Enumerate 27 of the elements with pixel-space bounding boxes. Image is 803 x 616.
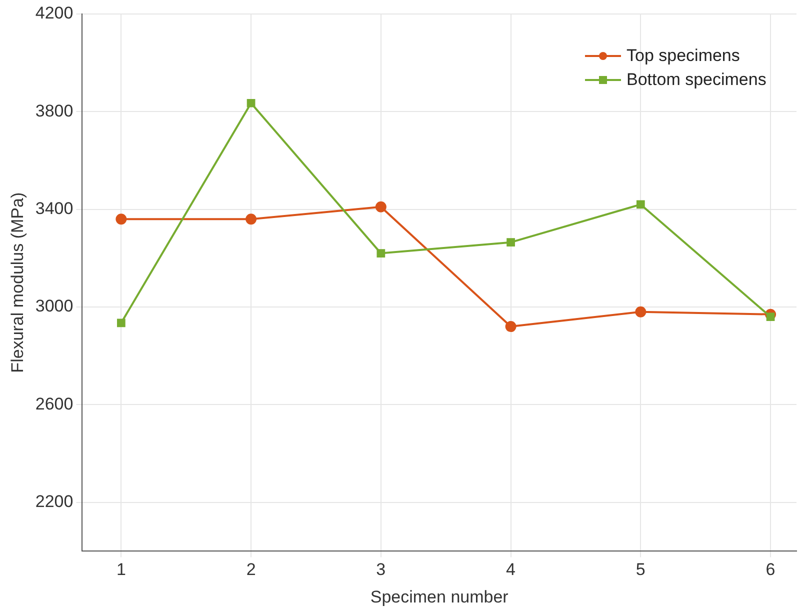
y-tick-label: 3800 [35,101,74,120]
point [246,98,256,108]
point [766,312,775,321]
point [506,238,515,246]
point [375,201,386,212]
y-tick-label: 3400 [35,199,74,218]
point [636,200,645,209]
y-axis-title: Flexural modulus (MPa) [8,192,27,373]
x-tick-label: 2 [246,560,256,580]
x-tick-label: 6 [766,560,776,580]
legend-label: Bottom specimens [626,70,766,90]
point [376,249,386,258]
x-tick-label: 1 [116,560,126,580]
x-tick-label: 3 [376,560,386,580]
point [505,321,516,332]
point [635,306,646,318]
point [116,214,127,225]
y-tick-label: 4200 [35,4,74,23]
y-tick-label: 3000 [35,296,74,316]
point [116,318,126,328]
x-tick-label: 4 [506,560,516,580]
x-tick-label: 5 [636,560,646,580]
point [246,214,257,225]
y-tick-label: 2600 [35,394,74,414]
y-tick-label: 2200 [35,492,74,512]
x-axis-title: Specimen number [370,587,509,606]
legend-label: Top specimens [626,46,740,66]
